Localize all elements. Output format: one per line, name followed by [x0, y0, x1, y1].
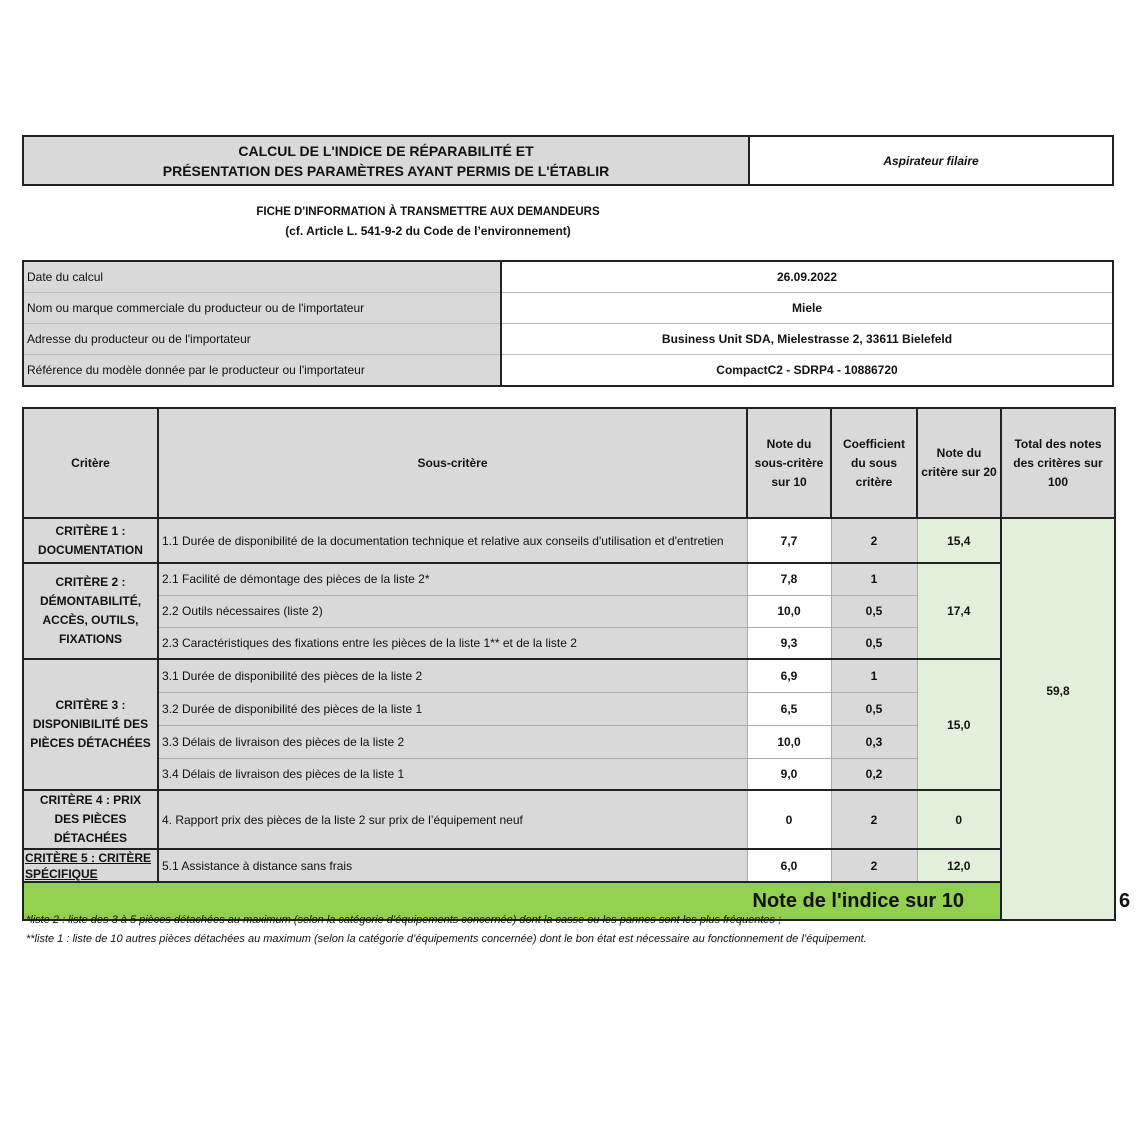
info-value: Miele [501, 292, 1113, 324]
sub-criterion: 2.3 Caractéristiques des fixations entre… [157, 626, 748, 660]
coefficient: 0,3 [830, 724, 918, 759]
table-row: CRITÈRE 3 : DISPONIBILITÉ DES PIÈCES DÉT… [22, 658, 1115, 791]
sub-note: 9,3 [746, 626, 832, 660]
coefficient: 2 [830, 789, 918, 850]
table-row: CRITÈRE 5 : CRITÈRE SPÉCIFIQUE 5.1 Assis… [22, 848, 1115, 883]
info-row: Adresse du producteur ou de l'importateu… [23, 323, 1113, 355]
total-100: 59,8 [1000, 517, 1116, 921]
criterion-score: 0 [916, 789, 1002, 850]
index-row: Note de l'indice sur 10 6 [22, 881, 1130, 921]
table-row: 3.4 Délais de livraison des pièces de la… [23, 757, 1115, 791]
sub-criterion: 3.3 Délais de livraison des pièces de la… [157, 724, 748, 759]
info-table: Date du calcul 26.09.2022 Nom ou marque c… [22, 260, 1114, 387]
footnote-2: **liste 1 : liste de 10 autres pièces dé… [26, 933, 867, 945]
coefficient: 1 [830, 658, 918, 693]
col-header: Total des notes des critères sur 100 [1000, 407, 1116, 519]
info-label: Date du calcul [23, 261, 502, 293]
info-row: Référence du modèle donnée par le produc… [23, 354, 1113, 387]
page-title: CALCUL DE L'INDICE DE RÉPARABILITÉ ET PR… [24, 137, 750, 184]
col-header: Critère [22, 407, 159, 519]
criterion-name: CRITÈRE 2 : DÉMONTABILITÉ, ACCÈS, OUTILS… [22, 562, 159, 660]
table-row: CRITÈRE 4 : PRIX DES PIÈCES DÉTACHÉES 4.… [22, 789, 1115, 850]
sub-criterion: 5.1 Assistance à distance sans frais [157, 848, 748, 883]
subtitle-line-2: (cf. Article L. 541-9-2 du Code de l’env… [285, 224, 571, 238]
sub-criterion: 2.2 Outils nécessaires (liste 2) [157, 594, 748, 628]
table-row: 2.2 Outils nécessaires (liste 2) 10,0 0,… [23, 594, 1115, 628]
coefficient: 0,2 [830, 757, 918, 791]
criterion-name-text: CRITÈRE 5 : CRITÈRE SPÉCIFIQUE [25, 851, 152, 881]
criterion-name: CRITÈRE 4 : PRIX DES PIÈCES DÉTACHÉES [22, 789, 159, 850]
score-table: Critère Sous-critère Note du sous-critèr… [22, 407, 1130, 921]
criterion-score: 12,0 [916, 848, 1002, 883]
coefficient: 2 [830, 848, 918, 883]
criterion-name: CRITÈRE 1 : DOCUMENTATION [22, 517, 159, 564]
sub-criterion: 2.1 Facilité de démontage des pièces de … [157, 562, 748, 596]
coefficient: 0,5 [830, 626, 918, 660]
sub-note: 0 [746, 789, 832, 850]
sub-criterion: 3.1 Durée de disponibilité des pièces de… [157, 658, 748, 693]
coefficient: 1 [830, 562, 918, 596]
info-value: Business Unit SDA, Mielestrasse 2, 33611… [501, 323, 1113, 355]
criterion-score: 15,0 [916, 658, 1002, 791]
table-row: 3.3 Délais de livraison des pièces de la… [23, 724, 1115, 759]
info-value: 26.09.2022 [501, 261, 1113, 293]
index-label: Note de l'indice sur 10 [22, 881, 1002, 921]
table-row: 2.3 Caractéristiques des fixations entre… [23, 626, 1115, 660]
sub-note: 10,0 [746, 594, 832, 628]
col-header: Coefficient du sous critère [830, 407, 918, 519]
subtitle-line-1: FICHE D'INFORMATION À TRANSMETTRE AUX DE… [256, 206, 600, 218]
product-type: Aspirateur filaire [883, 153, 979, 168]
header-row: Critère Sous-critère Note du sous-critèr… [22, 407, 1116, 519]
sub-note: 10,0 [746, 724, 832, 759]
footnote-1: *liste 2 : liste des 3 à 5 pièces détach… [26, 914, 782, 926]
sub-criterion: 3.2 Durée de disponibilité des pièces de… [157, 691, 748, 726]
sub-criterion: 3.4 Délais de livraison des pièces de la… [157, 757, 748, 791]
info-label: Adresse du producteur ou de l'importateu… [23, 323, 502, 355]
info-label: Référence du modèle donnée par le produc… [23, 354, 502, 387]
sub-criterion: 4. Rapport prix des pièces de la liste 2… [157, 789, 748, 850]
title-box: CALCUL DE L'INDICE DE RÉPARABILITÉ ET PR… [22, 135, 1114, 186]
col-header: Note du critère sur 20 [916, 407, 1002, 519]
criterion-score: 15,4 [916, 517, 1002, 564]
criterion-name: CRITÈRE 3 : DISPONIBILITÉ DES PIÈCES DÉT… [22, 658, 159, 791]
info-row: Nom ou marque commerciale du producteur … [23, 292, 1113, 324]
sub-criterion: 1.1 Durée de disponibilité de la documen… [157, 517, 748, 564]
col-header: Sous-critère [157, 407, 748, 519]
info-value: CompactC2 - SDRP4 - 10886720 [501, 354, 1113, 387]
sub-note: 7,7 [746, 517, 832, 564]
table-row: 3.2 Durée de disponibilité des pièces de… [23, 691, 1115, 726]
sub-note: 6,0 [746, 848, 832, 883]
coefficient: 0,5 [830, 594, 918, 628]
table-row: CRITÈRE 2 : DÉMONTABILITÉ, ACCÈS, OUTILS… [22, 562, 1115, 660]
criterion-score: 17,4 [916, 562, 1002, 660]
table-row: CRITÈRE 1 : DOCUMENTATION 1.1 Durée de d… [22, 517, 1116, 921]
info-row: Date du calcul 26.09.2022 [23, 261, 1113, 293]
coefficient: 2 [830, 517, 918, 564]
sub-note: 7,8 [746, 562, 832, 596]
criterion-name: CRITÈRE 5 : CRITÈRE SPÉCIFIQUE [22, 848, 159, 883]
sub-note: 6,5 [746, 691, 832, 726]
coefficient: 0,5 [830, 691, 918, 726]
sub-note: 9,0 [746, 757, 832, 791]
sub-note: 6,9 [746, 658, 832, 693]
col-header: Note du sous-critère sur 10 [746, 407, 832, 519]
title-line-1: CALCUL DE L'INDICE DE RÉPARABILITÉ ET [238, 142, 534, 159]
title-line-2: PRÉSENTATION DES PARAMÈTRES AYANT PERMIS… [162, 162, 610, 179]
info-label: Nom ou marque commerciale du producteur … [23, 292, 502, 324]
